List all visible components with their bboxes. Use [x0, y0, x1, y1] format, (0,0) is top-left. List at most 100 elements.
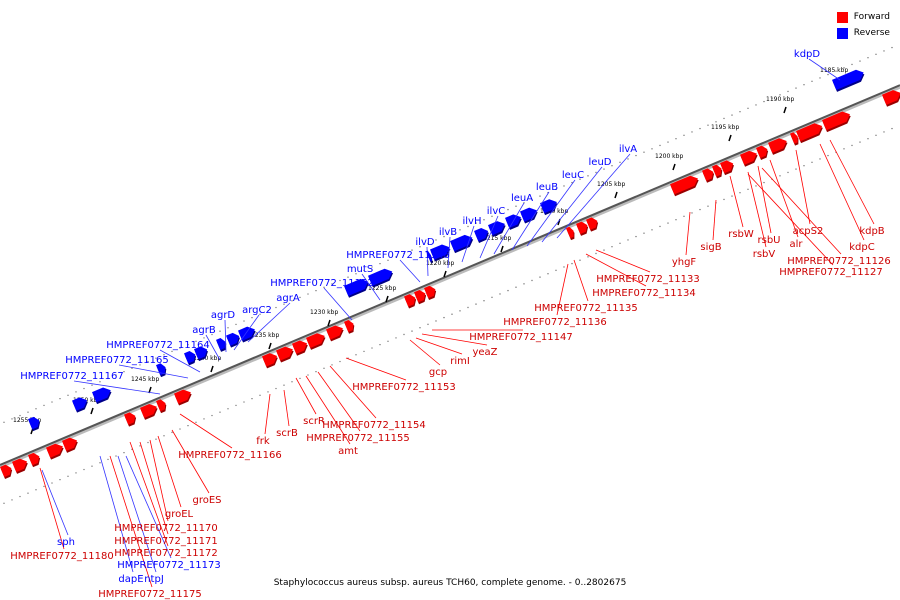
forward-gene: [790, 132, 799, 146]
gene-label: agrD: [211, 310, 236, 321]
gene-label: HMPREF0772_11146: [346, 250, 449, 261]
tick-mark: [728, 134, 732, 142]
tick-label: 1200 kbp: [655, 153, 683, 160]
tick-mark: [268, 342, 272, 350]
leader-line: [819, 143, 865, 241]
tick-mark: [443, 270, 447, 278]
leader-line: [171, 429, 210, 494]
forward-gene: [46, 443, 64, 460]
gene-label: HMPREF0772_11171: [114, 536, 217, 547]
gene-label: ilvC: [487, 206, 505, 217]
leader-line: [409, 339, 441, 366]
gene-label: HMPREF0772_11152: [270, 278, 373, 289]
tick-label: 1210 kbp: [540, 208, 568, 215]
scale-ticks: 1185 kbp 1190 kbp 1195 kbp 1200 kbp 1205 kbp…: [13, 67, 848, 435]
leader-line: [795, 149, 811, 225]
forward-gene: [414, 289, 427, 305]
gene-label: yeaZ: [472, 347, 497, 358]
gene-label: argC2: [242, 305, 272, 316]
gene-label: HMPREF0772_11155: [306, 433, 409, 444]
gene-label: scrB: [276, 428, 298, 439]
tick-label: 1250 kbp: [73, 397, 101, 404]
legend-label-forward: Forward: [853, 12, 890, 22]
leader-line: [585, 253, 647, 287]
tick-label: 1230 kbp: [310, 309, 338, 316]
reverse-gene: [474, 227, 489, 243]
gene-label: kdpC: [849, 242, 874, 253]
leader-line: [761, 167, 842, 255]
reverse-gene: [238, 326, 256, 343]
leader-line: [329, 365, 377, 419]
gene-label: groEL: [165, 509, 194, 520]
leader-line: [233, 314, 260, 351]
forward-swatch: [836, 11, 848, 23]
gene-label: agrA: [276, 293, 300, 304]
gene-label: kdpB: [859, 226, 884, 237]
leader-line: [426, 246, 429, 277]
gene-label: ilvB: [439, 227, 457, 238]
leader-line: [399, 259, 421, 283]
reverse-swatch: [836, 27, 848, 39]
leader-line: [39, 467, 65, 550]
leader-line: [421, 333, 488, 346]
gene-label: HMPREF0772_11134: [592, 288, 695, 299]
genome-axis: [0, 84, 900, 469]
leader-line: [305, 375, 351, 445]
reverse-gene: [520, 207, 538, 224]
leader-line: [205, 334, 221, 361]
genome-caption: Staphylococcus aureus subsp. aureus TCH6…: [273, 578, 627, 588]
gene-label: ilvA: [619, 144, 637, 155]
gene-label: kdpD: [794, 49, 820, 60]
forward-gene: [262, 353, 278, 369]
leader-line: [247, 302, 291, 343]
reverse-gene: [505, 214, 522, 230]
gene-label: HMPREF0772_11127: [779, 267, 882, 278]
tick-label: 1205 kbp: [597, 181, 625, 188]
leader-line: [769, 159, 799, 238]
reverse-gene: [832, 69, 865, 92]
leader-line: [573, 259, 589, 302]
gene-label: acpS2: [793, 226, 824, 237]
reverse-track-dots: [3, 46, 893, 424]
reverse-gene: [540, 199, 558, 216]
gene-label: HMPREF0772_11153: [352, 382, 455, 393]
gene-label: sph: [57, 537, 75, 548]
leader-line: [757, 165, 772, 234]
tick-label: 1240 kbp: [193, 355, 221, 362]
leader-line: [224, 319, 227, 353]
gene-label: HMPREF0772_11170: [114, 523, 217, 534]
leader-line: [511, 191, 550, 251]
gene-arrows: [0, 69, 900, 479]
leader-line: [129, 441, 169, 547]
forward-gene: [882, 90, 900, 107]
forward-gene: [712, 164, 723, 179]
legend: Forward Reverse: [836, 9, 890, 41]
reverse-gene: [194, 346, 208, 362]
leader-line: [729, 175, 744, 228]
gene-label: leuB: [536, 182, 558, 193]
reverse-gene: [156, 363, 167, 378]
reverse-gene: [344, 278, 370, 298]
leader-line: [41, 469, 69, 536]
leader-line: [345, 357, 407, 381]
forward-gene: [326, 325, 344, 342]
tick-mark: [783, 106, 787, 114]
leader-line: [808, 58, 841, 81]
reverse-gene: [368, 268, 394, 288]
forward-gene: [174, 389, 192, 406]
leader-line: [361, 273, 381, 301]
forward-gene: [756, 145, 769, 160]
tick-label: 1225 kbp: [368, 285, 396, 292]
tick-label: 1215 kbp: [483, 235, 511, 242]
reverse-gene: [92, 387, 112, 405]
leader-line: [712, 199, 717, 241]
gene-label: rsbU: [758, 235, 781, 246]
forward-gene: [0, 464, 13, 479]
forward-gene: [586, 217, 599, 232]
leader-line: [125, 455, 172, 559]
leader-line: [461, 225, 475, 263]
gene-label: HMPREF0772_11135: [534, 303, 637, 314]
tick-label: 1245 kbp: [131, 376, 159, 383]
gene-label: HMPREF0772_11133: [596, 274, 699, 285]
